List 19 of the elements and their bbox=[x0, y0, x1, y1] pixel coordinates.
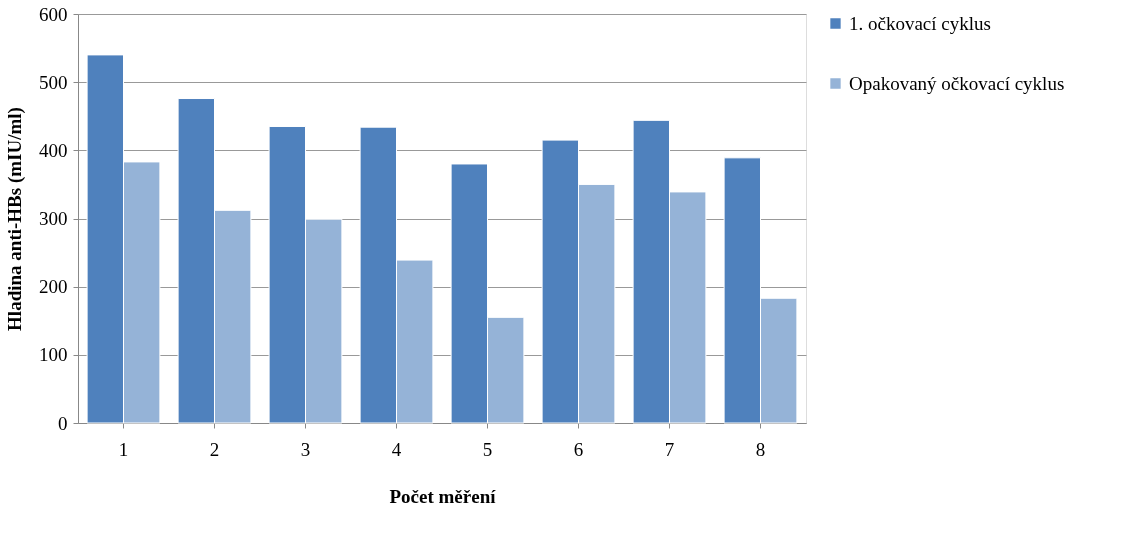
x-axis-title: Počet měření bbox=[389, 485, 497, 507]
legend-label: Opakovaný očkovací cyklus bbox=[849, 72, 1065, 94]
y-tick-label: 0 bbox=[58, 412, 68, 434]
y-axis-title: Hladina anti-HBs (mIU/ml) bbox=[4, 107, 26, 331]
x-tick-label: 6 bbox=[573, 438, 584, 460]
x-tick-label: 5 bbox=[482, 438, 493, 460]
y-tick-label: 300 bbox=[39, 208, 68, 229]
x-tick-label: 1 bbox=[118, 438, 129, 460]
y-tick-label: 600 bbox=[39, 3, 68, 25]
x-tick-label: 7 bbox=[664, 438, 675, 460]
y-tick-label: 500 bbox=[39, 71, 68, 93]
legend-label: 1. očkovací cyklus bbox=[849, 12, 991, 34]
x-tick-label: 8 bbox=[755, 438, 766, 460]
x-tick-label: 4 bbox=[391, 438, 402, 460]
y-tick-label: 400 bbox=[39, 139, 68, 161]
y-tick-label: 200 bbox=[39, 276, 68, 298]
x-tick-label: 2 bbox=[209, 438, 220, 460]
y-tick-label: 100 bbox=[39, 344, 68, 366]
x-tick-label: 3 bbox=[300, 438, 311, 460]
